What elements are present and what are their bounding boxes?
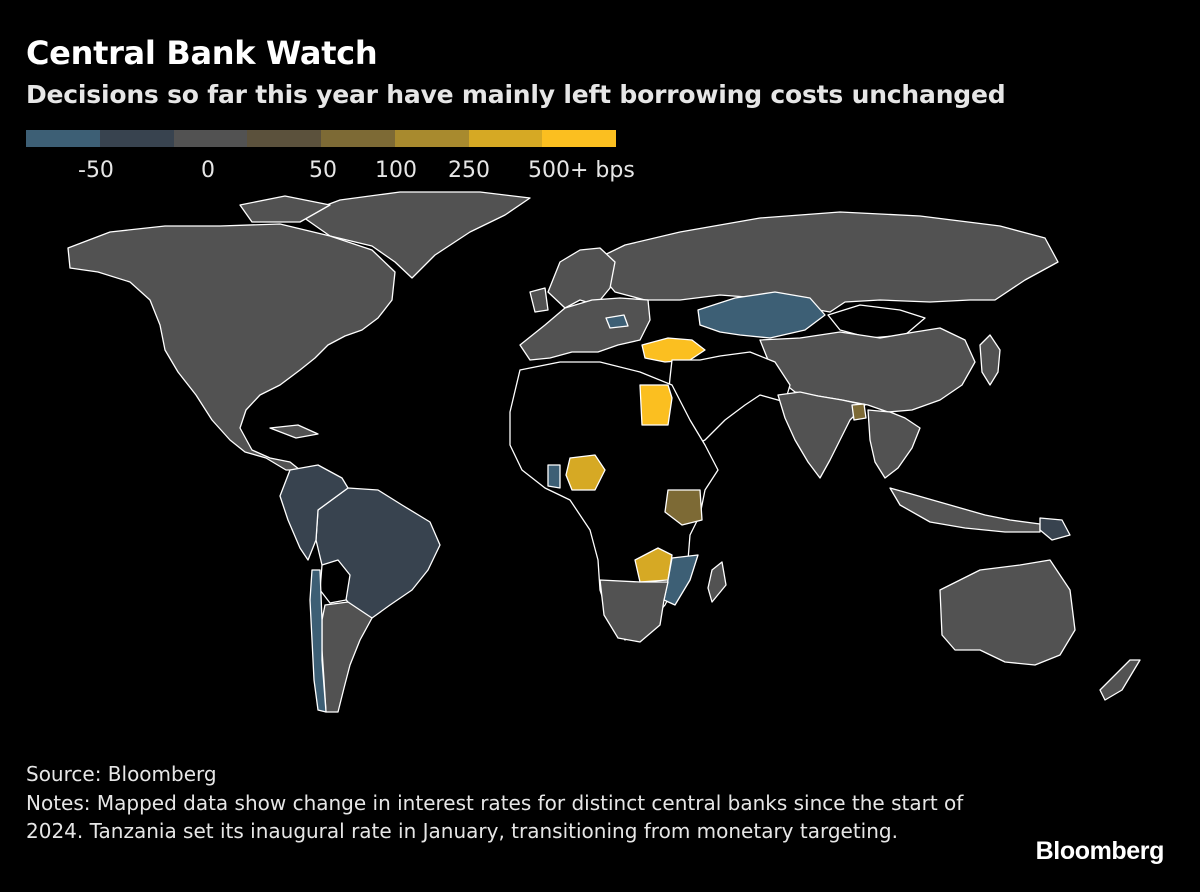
region-ghana bbox=[547, 464, 561, 489]
legend-swatch bbox=[99, 130, 174, 147]
source-note: Source: Bloomberg bbox=[26, 762, 217, 786]
region-western-europe bbox=[519, 297, 651, 361]
region-papua-new-guinea bbox=[1039, 517, 1071, 541]
region-east-asia bbox=[759, 327, 976, 413]
chart-title: Central Bank Watch bbox=[26, 34, 378, 72]
world-map bbox=[67, 191, 1141, 713]
bloomberg-logo: Bloomberg bbox=[1035, 837, 1165, 865]
region-indonesia bbox=[889, 487, 1041, 533]
region-bangladesh bbox=[851, 403, 867, 421]
legend-swatch bbox=[394, 130, 469, 147]
region-turkey bbox=[641, 337, 706, 363]
region-new-zealand bbox=[1099, 659, 1141, 701]
region-india bbox=[777, 391, 866, 479]
legend-swatch bbox=[173, 130, 248, 147]
chart-footer: Source: Bloomberg Notes: Mapped data sho… bbox=[26, 760, 976, 846]
region-southeast-asia bbox=[867, 409, 921, 479]
region-north-america bbox=[67, 223, 396, 471]
region-greenland bbox=[299, 191, 531, 279]
legend-color-scale bbox=[26, 130, 626, 147]
region-nigeria bbox=[565, 454, 606, 491]
legend-swatch bbox=[542, 130, 616, 147]
region-russia bbox=[589, 211, 1059, 313]
region-kazakhstan bbox=[697, 291, 826, 339]
notes: Notes: Mapped data show change in intere… bbox=[26, 790, 964, 844]
region-egypt bbox=[639, 384, 673, 426]
region-madagascar bbox=[707, 561, 727, 603]
legend: -50 0 50 100 250 500+ bps bbox=[26, 130, 635, 190]
region-cuba bbox=[269, 424, 319, 439]
legend-label: -50 bbox=[78, 158, 114, 183]
legend-label: 0 bbox=[201, 158, 215, 183]
chart-subtitle: Decisions so far this year have mainly l… bbox=[26, 80, 1006, 109]
region-uk bbox=[529, 287, 549, 313]
region-southern-africa bbox=[599, 579, 669, 643]
legend-swatch bbox=[321, 130, 395, 147]
region-andean bbox=[279, 464, 349, 561]
region-canadian-islands bbox=[239, 195, 331, 223]
region-mongolia bbox=[827, 304, 926, 339]
region-mozambique bbox=[663, 554, 699, 606]
region-australia bbox=[939, 559, 1076, 666]
legend-swatch bbox=[468, 130, 543, 147]
region-hungary bbox=[605, 314, 629, 329]
legend-label: 100 bbox=[375, 158, 417, 183]
region-japan bbox=[979, 334, 1001, 386]
region-chile bbox=[309, 569, 327, 713]
legend-swatch bbox=[247, 130, 321, 147]
region-kenya bbox=[664, 489, 703, 526]
region-argentina bbox=[321, 601, 373, 713]
legend-label: 250 bbox=[448, 158, 490, 183]
region-scandinavia bbox=[547, 247, 616, 309]
legend-label: 500+ bps bbox=[528, 158, 635, 183]
legend-label: 50 bbox=[309, 158, 337, 183]
legend-swatch bbox=[26, 130, 100, 147]
